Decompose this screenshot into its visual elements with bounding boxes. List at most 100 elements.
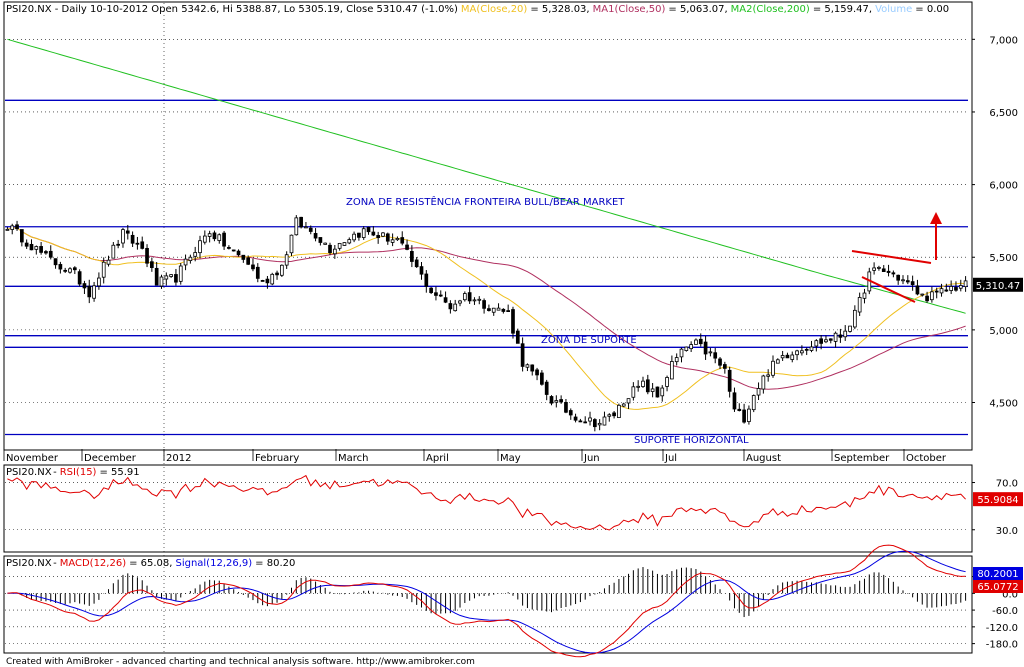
candle <box>438 290 443 298</box>
candle <box>795 349 799 361</box>
candle <box>544 379 549 401</box>
rsi-badge: 55.9084 <box>973 492 1023 507</box>
month-label: February <box>255 453 299 464</box>
price-ytick-label: 6,000 <box>989 181 1018 192</box>
candle <box>828 338 833 344</box>
candle <box>949 280 953 295</box>
candle <box>925 291 929 303</box>
month-label: 2012 <box>166 453 191 464</box>
price-ytick-label: 5,000 <box>989 326 1018 337</box>
candle <box>5 226 10 231</box>
candle <box>304 222 308 229</box>
candle <box>568 408 573 420</box>
month-label: March <box>338 453 368 464</box>
ma200-line <box>7 38 966 314</box>
candle <box>684 346 689 352</box>
candle <box>800 345 804 356</box>
candle <box>607 413 612 422</box>
candle <box>395 236 400 241</box>
candle <box>862 288 867 304</box>
candle <box>853 305 857 330</box>
ma20-label: MA(Close,20) <box>461 4 528 15</box>
candle <box>241 254 246 263</box>
price-header-main: PSI20.NX - Daily 10-10-2012 Open 5342.6,… <box>6 4 458 15</box>
candle <box>58 261 63 274</box>
candle <box>183 254 188 271</box>
price-panel <box>3 1 973 451</box>
candle <box>689 341 693 353</box>
candle <box>588 411 592 426</box>
candle <box>963 276 968 292</box>
candle <box>77 269 82 287</box>
candle <box>63 267 68 273</box>
ma20-line <box>7 227 966 410</box>
candle <box>44 250 48 255</box>
candle <box>227 245 231 250</box>
rsi-panel <box>3 464 973 553</box>
candle <box>275 270 279 280</box>
candle <box>626 398 631 409</box>
support-zone-label: ZONA DE SUPORTE <box>541 335 637 346</box>
candle <box>756 382 761 401</box>
macd-line <box>7 544 966 658</box>
last-price-label: 5,310.47 <box>976 281 1021 292</box>
candle <box>790 351 795 363</box>
rsi-line <box>7 474 966 531</box>
candle <box>612 411 616 419</box>
candle <box>617 403 621 419</box>
candle <box>260 279 265 282</box>
candle <box>34 245 39 255</box>
candle <box>482 298 486 314</box>
price-ytick-label: 6,500 <box>989 108 1018 119</box>
candle <box>318 237 323 246</box>
price-ytick-label: 4,500 <box>989 399 1018 410</box>
candle <box>352 231 356 243</box>
candle <box>246 255 251 266</box>
horizontal-levels <box>5 99 968 436</box>
candle <box>886 264 891 277</box>
candle <box>954 281 958 292</box>
candle <box>694 338 698 345</box>
candle <box>410 245 414 268</box>
candle <box>202 230 207 245</box>
candle <box>877 265 881 271</box>
candle <box>515 328 520 344</box>
candle <box>458 299 462 307</box>
candle <box>824 335 828 344</box>
candle <box>15 220 19 231</box>
month-label: May <box>500 453 521 464</box>
signal-line <box>7 550 966 654</box>
rsi-value-text: = 55.91 <box>99 467 139 478</box>
candle <box>342 242 347 246</box>
candle <box>207 230 212 243</box>
candle <box>140 236 145 250</box>
candle <box>920 293 925 297</box>
candle <box>939 283 944 297</box>
candle <box>747 405 751 425</box>
signal-value-text: = 80.20 <box>255 558 295 569</box>
macd-ytick-label: -180.0 <box>986 640 1018 651</box>
month-label: December <box>84 453 137 464</box>
candle <box>284 251 289 269</box>
candle <box>665 375 669 392</box>
candle <box>881 265 886 272</box>
candle <box>111 242 116 259</box>
candle <box>771 355 775 378</box>
last-price-badge: 5,310.47 <box>973 277 1023 292</box>
candle <box>72 266 77 275</box>
candle <box>742 403 746 424</box>
candle <box>583 416 588 424</box>
rsi-ytick-label: 70.0 <box>996 479 1018 490</box>
candle <box>930 286 934 303</box>
macd-symbol: PSI20.NX <box>6 558 52 569</box>
triangle-lower-line <box>861 276 916 303</box>
rsi-symbol: PSI20.NX <box>6 467 52 478</box>
candle <box>87 279 92 304</box>
candle <box>540 370 544 386</box>
candle <box>708 347 713 357</box>
candle <box>328 242 332 256</box>
candle <box>357 232 361 241</box>
candle <box>270 272 275 286</box>
month-label: Jul <box>664 453 677 464</box>
